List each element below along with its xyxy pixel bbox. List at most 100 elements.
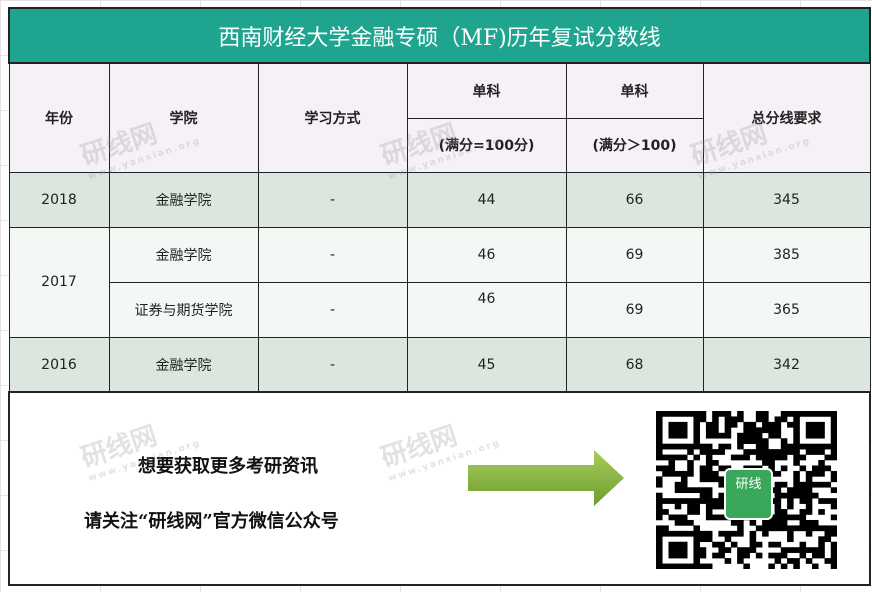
qr-module	[793, 411, 800, 417]
qr-module	[762, 427, 769, 434]
qr-module	[705, 514, 713, 521]
cell-year: 2016	[8, 336, 110, 393]
qr-module	[799, 454, 807, 461]
qr-module	[712, 449, 719, 455]
qr-module	[680, 541, 688, 548]
qr-module	[680, 476, 688, 483]
qr-module	[712, 460, 719, 466]
qr-module	[674, 547, 682, 553]
qr-module	[755, 454, 763, 461]
qr-module	[680, 519, 688, 526]
qr-module	[793, 454, 800, 461]
qr-module	[830, 558, 837, 564]
qr-module	[718, 476, 725, 483]
cell-mode: -	[257, 171, 408, 228]
qr-module	[762, 460, 769, 466]
qr-module	[749, 536, 757, 543]
qr-module	[787, 487, 794, 494]
qr-module	[668, 465, 676, 472]
qr-module	[780, 443, 788, 450]
qr-module	[787, 503, 794, 510]
qr-module	[680, 421, 688, 428]
qr-module	[774, 492, 782, 499]
qr-module	[774, 552, 782, 559]
header-single1-sub: (满分=100分)	[406, 117, 567, 173]
qr-module	[724, 547, 732, 553]
table-row: 2018 金融学院 - 44 66 345	[8, 171, 871, 228]
qr-module	[656, 509, 663, 515]
qr-module	[737, 525, 744, 532]
cell-single2: 66	[565, 171, 704, 228]
qr-module	[793, 487, 800, 494]
qr-module	[656, 503, 663, 510]
qr-module	[762, 411, 769, 417]
qr-module	[818, 498, 825, 504]
qr-module	[718, 449, 725, 455]
qr-module	[656, 481, 663, 488]
qr-module	[805, 481, 813, 488]
qr-module	[793, 421, 800, 428]
cell-single1: 45	[406, 336, 567, 393]
qr-module	[768, 432, 775, 439]
qr-module	[780, 449, 788, 455]
qr-module	[693, 411, 700, 417]
qr-module	[680, 530, 688, 537]
qr-module	[799, 514, 807, 521]
qr-module	[793, 432, 800, 439]
qr-module	[805, 470, 813, 477]
qr-module	[818, 427, 825, 434]
qr-module	[693, 487, 700, 494]
qr-module	[799, 443, 807, 450]
qr-module	[780, 519, 788, 526]
qr-module	[699, 476, 707, 483]
qr-module	[687, 449, 694, 455]
qr-module	[787, 558, 794, 564]
qr-module	[680, 454, 688, 461]
qr-module	[749, 438, 757, 444]
qr-module	[687, 443, 694, 450]
qr-module	[830, 552, 837, 559]
qr-module	[768, 454, 775, 461]
qr-module	[730, 530, 738, 537]
qr-module	[656, 443, 663, 450]
qr-module	[656, 438, 663, 444]
qr-module	[699, 470, 707, 477]
qr-module	[793, 514, 800, 521]
qr-module	[805, 449, 813, 455]
qr-module	[705, 536, 713, 543]
qr-module	[699, 449, 707, 455]
qr-module	[693, 503, 700, 510]
qr-module	[755, 443, 763, 450]
qr-module	[793, 525, 800, 532]
qr-module	[793, 438, 800, 444]
qr-module	[830, 449, 837, 455]
qr-module	[705, 427, 713, 434]
qr-module	[824, 530, 832, 537]
qr-module	[718, 481, 725, 488]
qr-module	[737, 552, 744, 559]
qr-module	[680, 432, 688, 439]
qr-module	[830, 514, 837, 521]
cell-single1: 44	[406, 171, 567, 228]
qr-module	[812, 552, 819, 559]
qr-module	[687, 411, 694, 417]
qr-module	[674, 563, 682, 569]
qr-module	[805, 498, 813, 504]
qr-module	[774, 558, 782, 564]
qr-module	[805, 432, 813, 439]
qr-module	[699, 411, 707, 417]
qr-module	[693, 541, 700, 548]
qr-module	[774, 509, 782, 515]
cell-total: 342	[702, 336, 871, 393]
qr-module	[693, 454, 700, 461]
qr-module	[712, 411, 719, 417]
cell-single2: 69	[565, 226, 704, 283]
qr-module	[737, 432, 744, 439]
qr-module	[693, 536, 700, 543]
cell-year: 2018	[8, 171, 110, 228]
qr-module	[805, 492, 813, 499]
qr-module	[799, 541, 807, 548]
promo-line1: 想要获取更多考研资讯	[138, 456, 318, 477]
qr-module	[812, 563, 819, 569]
qr-module	[656, 454, 663, 461]
